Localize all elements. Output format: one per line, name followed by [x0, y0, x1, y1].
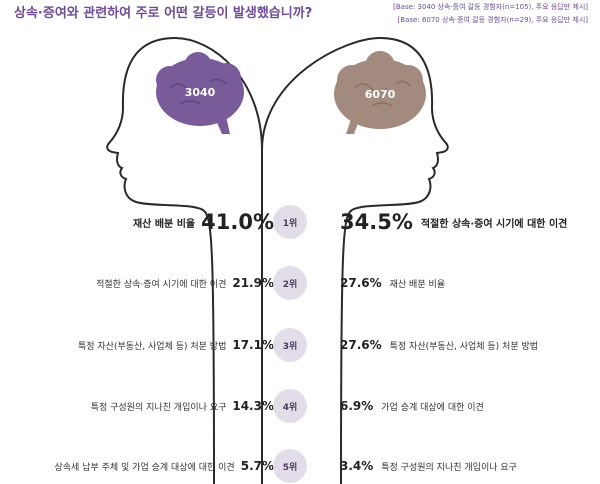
- row-3040-rank-3: 특정 자산(부동산, 사업체 등) 처분 방법 17.1%: [78, 330, 274, 360]
- brain-3040-label: 3040: [185, 86, 216, 99]
- value-6070: 27.6%: [340, 338, 382, 352]
- row-6070-rank-3: 27.6% 특정 자산(부동산, 사업체 등) 처분 방법: [340, 330, 538, 360]
- label-6070: 특정 구성원의 지나친 개입이나 요구: [381, 462, 517, 473]
- brain-3040-icon: 3040: [156, 52, 244, 134]
- label-6070: 특정 자산(부동산, 사업체 등) 처분 방법: [389, 341, 539, 352]
- label-3040: 재산 배분 비율: [132, 218, 196, 230]
- label-6070: 적절한 상속·증여 시기에 대한 이견: [420, 218, 568, 230]
- row-3040-rank-1: 재산 배분 비율 41.0%: [133, 207, 274, 237]
- value-6070: 34.5%: [340, 210, 413, 234]
- rank-badge: 1위: [273, 205, 307, 239]
- brain-6070-icon: 6070: [334, 51, 426, 134]
- value-3040: 21.9%: [232, 276, 274, 290]
- row-3040-rank-5: 상속세 납부 주체 및 가업 승계 대상에 대한 이견 5.7%: [55, 451, 275, 481]
- rank-badge: 3위: [273, 328, 307, 362]
- row-6070-rank-2: 27.6% 재산 배분 비율: [340, 268, 445, 298]
- value-6070: 27.6%: [340, 276, 382, 290]
- row-3040-rank-4: 특정 구성원의 지나친 개입이나 요구 14.3%: [91, 391, 274, 421]
- label-6070: 재산 배분 비율: [389, 279, 446, 290]
- value-3040: 14.3%: [232, 399, 274, 413]
- chart-title: 상속·증여와 관련하여 주로 어떤 갈등이 발생했습니까?: [14, 6, 313, 21]
- rank-badge: 5위: [273, 449, 307, 483]
- value-3040: 17.1%: [232, 338, 274, 352]
- rank-badge: 2위: [273, 266, 307, 300]
- label-3040: 적절한 상속·증여 시기에 대한 이견: [96, 279, 227, 290]
- row-3040-rank-2: 적절한 상속·증여 시기에 대한 이견 21.9%: [96, 268, 274, 298]
- base-note-3040: [Base: 3040 상속·증여 갈등 경험자(n=105), 주요 응답만 …: [393, 3, 588, 11]
- head-outline-6070: [261, 36, 449, 484]
- value-3040: 41.0%: [201, 210, 274, 234]
- value-6070: 3.4%: [340, 459, 374, 473]
- label-6070: 가업 승계 대상에 대한 이견: [381, 402, 484, 413]
- rank-badge: 4위: [273, 389, 307, 423]
- row-6070-rank-4: 6.9% 가업 승계 대상에 대한 이견: [340, 391, 484, 421]
- head-outline-3040: [106, 36, 263, 484]
- label-3040: 상속세 납부 주체 및 가업 승계 대상에 대한 이견: [54, 462, 235, 473]
- value-6070: 6.9%: [340, 399, 374, 413]
- base-note-6070: [Base: 6070 상속·증여 갈등 경험자(n=29), 주요 응답만 제…: [397, 16, 588, 24]
- row-6070-rank-5: 3.4% 특정 구성원의 지나친 개입이나 요구: [340, 451, 517, 481]
- label-3040: 특정 자산(부동산, 사업체 등) 처분 방법: [77, 341, 227, 352]
- value-3040: 5.7%: [240, 459, 274, 473]
- row-6070-rank-1: 34.5% 적절한 상속·증여 시기에 대한 이견: [340, 207, 567, 237]
- brain-6070-label: 6070: [365, 88, 396, 101]
- label-3040: 특정 구성원의 지나친 개입이나 요구: [90, 402, 227, 413]
